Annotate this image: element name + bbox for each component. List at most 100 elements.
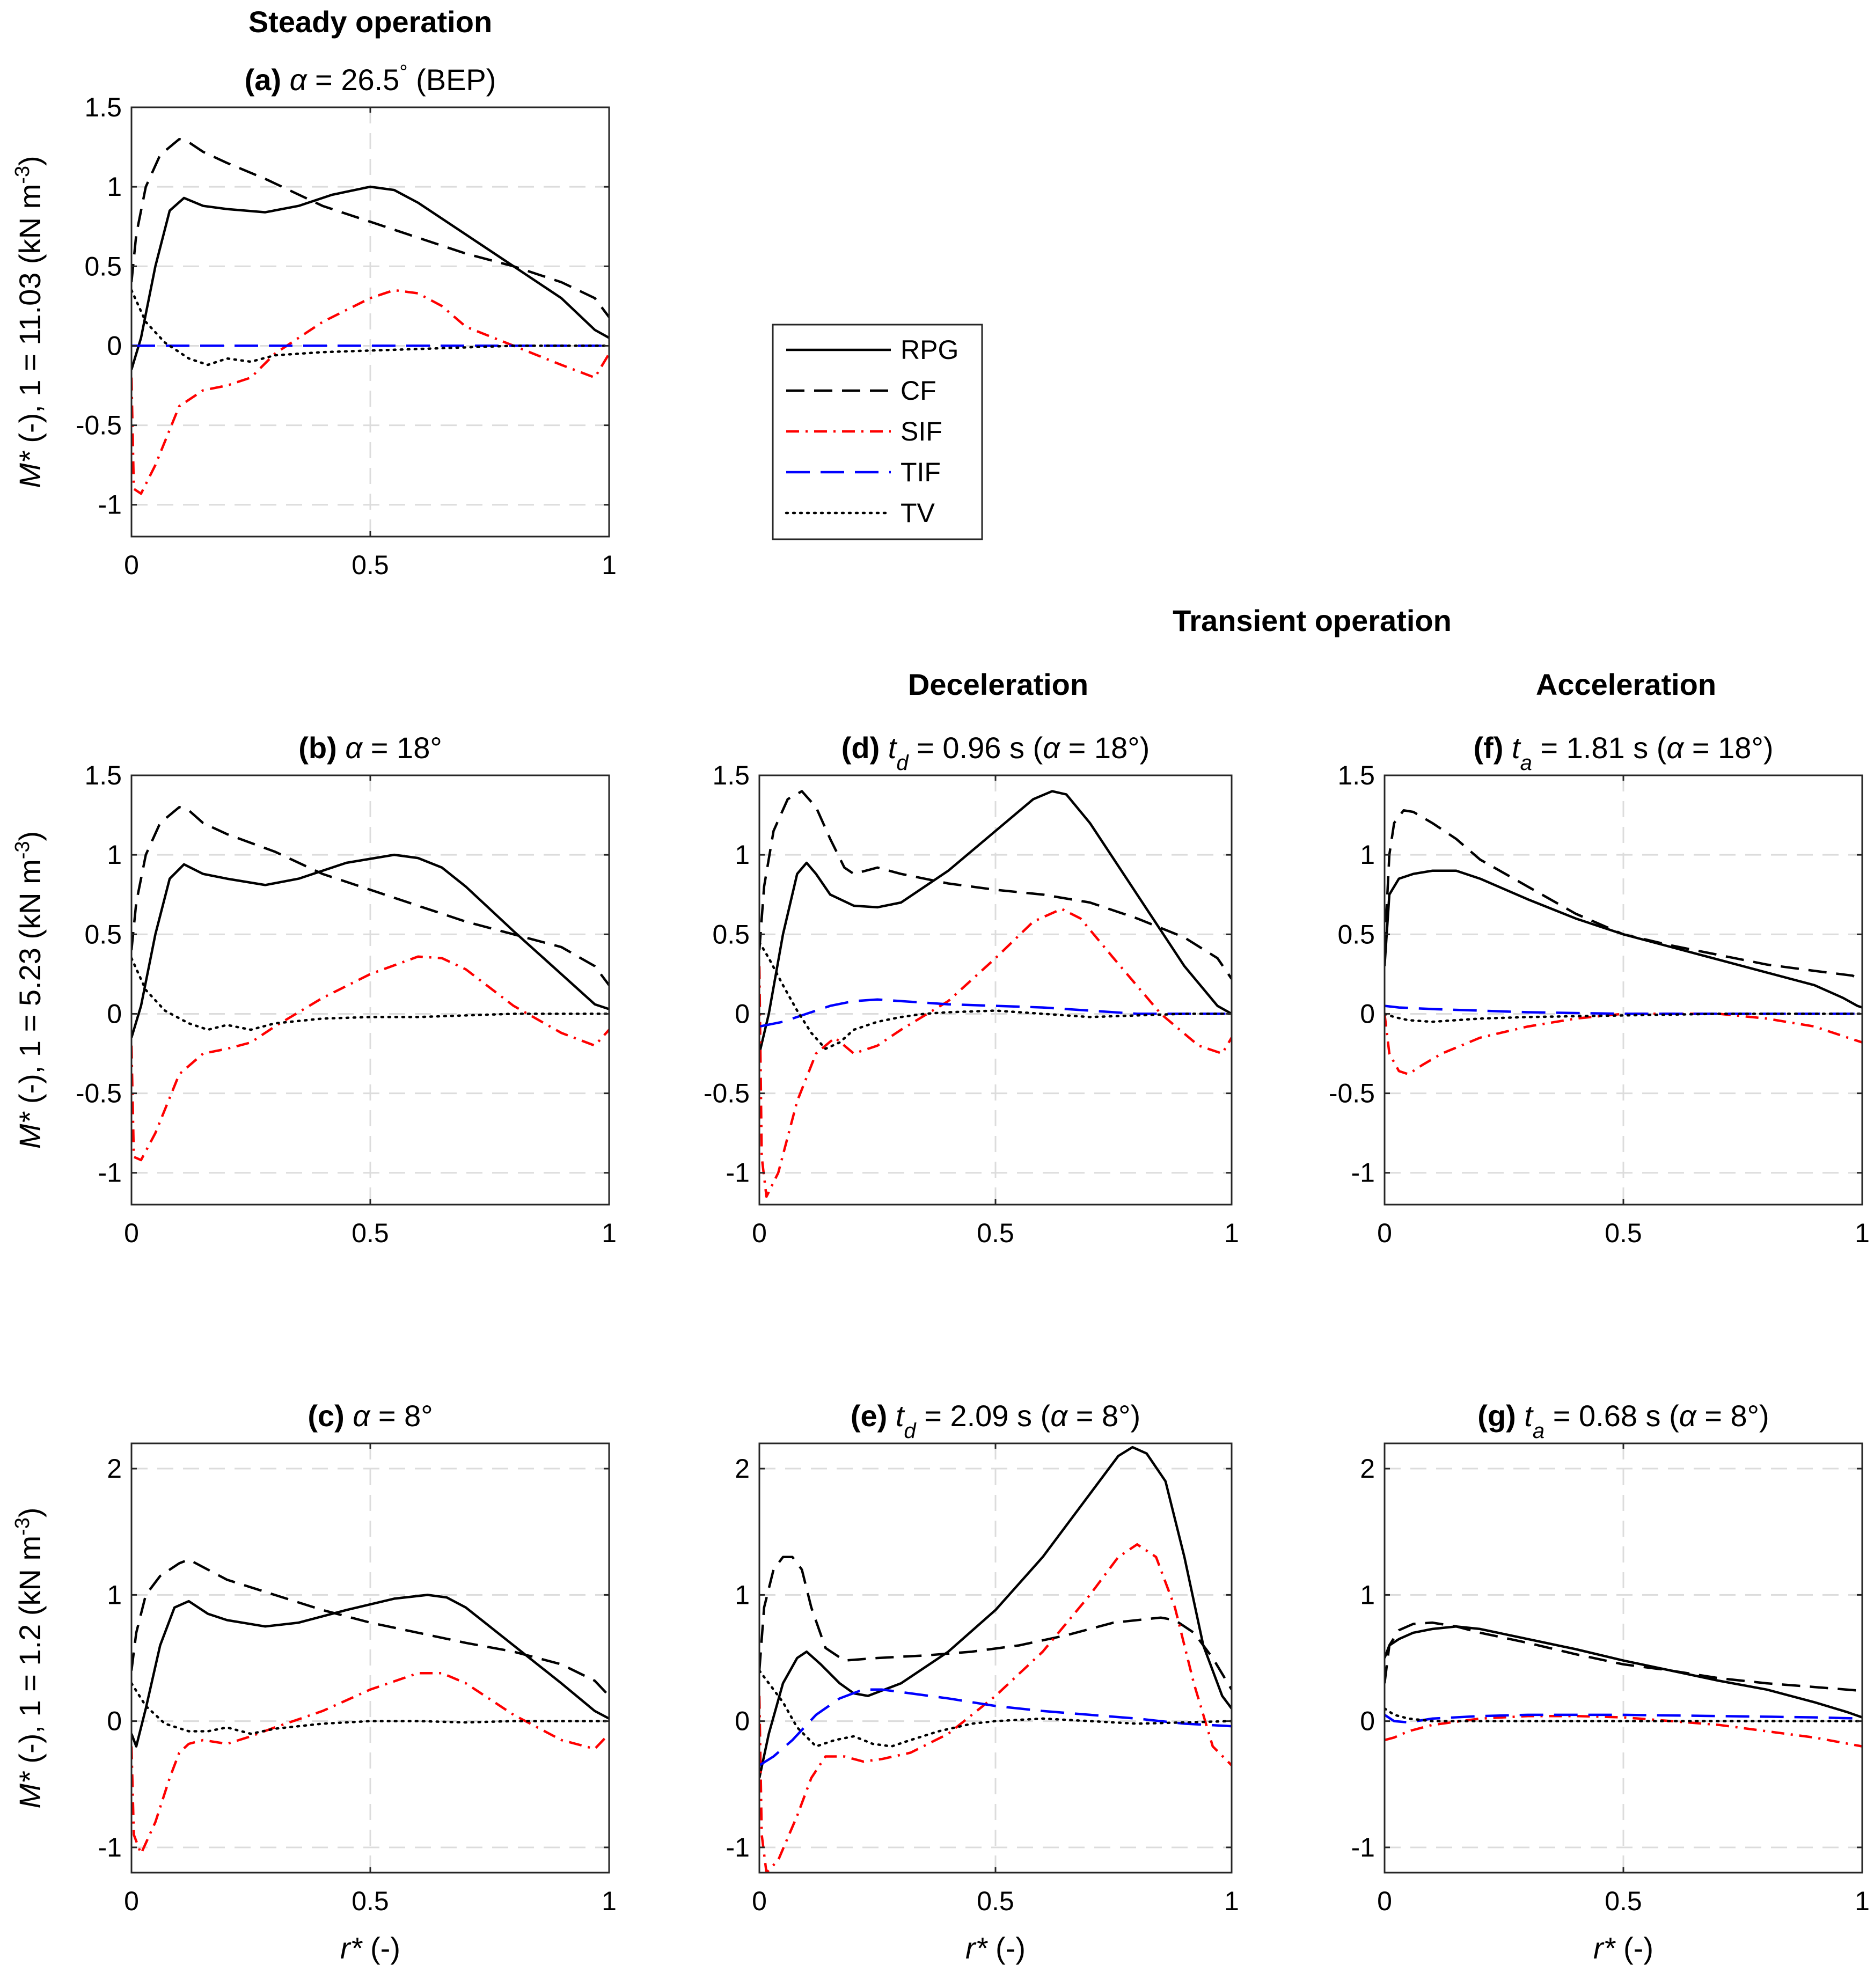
- y-tick-label: 0: [107, 999, 122, 1029]
- x-tick-label: 0: [752, 1218, 767, 1248]
- x-tick-label: 0: [124, 550, 139, 580]
- x-tick-label: 0.5: [1605, 1218, 1642, 1248]
- y-tick-label: 1.5: [84, 92, 122, 122]
- x-axis-label: r* (-): [340, 1931, 400, 1965]
- y-tick-label: 1: [735, 840, 750, 870]
- chart-panels: 0 0.5 1 -1 -0.5 0 0.5 1 1.5 (a) α = 26.5° (BEP) M*…: [11, 61, 1870, 1965]
- y-tick-label: 0: [107, 1706, 122, 1736]
- y-tick-label: 0.5: [84, 919, 122, 949]
- y-axis-label: M* (-), 1 = 5.23 (kN m-3): [11, 831, 47, 1149]
- x-tick-label: 0.5: [977, 1886, 1014, 1916]
- y-tick-label: -1: [98, 1158, 122, 1188]
- y-tick-label: 1: [107, 840, 122, 870]
- x-tick-label: 0: [124, 1218, 139, 1248]
- x-tick-label: 0: [752, 1886, 767, 1916]
- y-tick-label: 1.5: [1337, 760, 1375, 790]
- x-tick-label: 0.5: [1605, 1886, 1642, 1916]
- y-tick-label: -0.5: [1329, 1079, 1375, 1109]
- x-tick-label: 0: [124, 1886, 139, 1916]
- panel-title: (g) ta = 0.68 s (α = 8°): [1477, 1399, 1769, 1443]
- panel-title: (a) α = 26.5° (BEP): [245, 61, 496, 97]
- series-cf: [131, 1558, 609, 1697]
- panel-title: (f) ta = 1.81 s (α = 18°): [1474, 731, 1774, 775]
- y-tick-label: 0: [735, 1706, 750, 1736]
- x-tick-label: 1: [602, 1886, 617, 1916]
- series-cf: [759, 790, 1232, 980]
- series-rpg: [131, 185, 609, 370]
- y-tick-label: 2: [107, 1454, 122, 1484]
- series-rpg: [1385, 1625, 1862, 1719]
- x-tick-label: 1: [1224, 1218, 1239, 1248]
- y-tick-label: 1: [1360, 840, 1375, 870]
- y-tick-label: 1: [735, 1580, 750, 1610]
- series-rpg: [131, 853, 609, 1038]
- legend-label-sif: SIF: [901, 416, 942, 446]
- legend: RPG CF SIF TIF TV: [772, 324, 983, 540]
- x-axis-label: r* (-): [1593, 1931, 1653, 1965]
- panel-d: 0 0.5 1 -1 -0.5 0 0.5 1 1.5 (d) td = 0.96 s (α = …: [704, 731, 1239, 1248]
- series-sif: [131, 955, 609, 1162]
- y-tick-label: 1.5: [712, 760, 750, 790]
- series-tv: [1385, 1013, 1862, 1023]
- legend-label-cf: CF: [901, 376, 936, 406]
- y-tick-label: 0: [1360, 999, 1375, 1029]
- y-tick-label: 0: [1360, 1706, 1375, 1736]
- series-sif: [1385, 1013, 1862, 1076]
- series-cf: [131, 806, 609, 986]
- x-tick-label: 0.5: [977, 1218, 1014, 1248]
- x-tick-label: 1: [602, 550, 617, 580]
- series-cf: [759, 1556, 1232, 1690]
- panel-title: (d) td = 0.96 s (α = 18°): [841, 731, 1150, 775]
- series-cf: [131, 138, 609, 318]
- x-axis-label: r* (-): [965, 1931, 1026, 1965]
- y-tick-label: -1: [98, 490, 122, 520]
- series-tv: [759, 1669, 1232, 1748]
- y-tick-label: 0.5: [84, 251, 122, 281]
- y-tick-label: 0.5: [712, 919, 750, 949]
- series-tv: [131, 289, 609, 366]
- y-tick-label: 0: [735, 999, 750, 1029]
- x-tick-label: 0.5: [352, 1886, 389, 1916]
- y-axis-label: M* (-), 1 = 11.03 (kN m-3): [11, 156, 47, 488]
- y-tick-label: -0.5: [76, 1079, 122, 1109]
- heading-transient-operation: Transient operation: [1173, 604, 1452, 637]
- series-cf: [1385, 1621, 1862, 1692]
- x-tick-label: 0: [1377, 1218, 1392, 1248]
- series-tv: [759, 941, 1232, 1050]
- x-tick-label: 0: [1377, 1886, 1392, 1916]
- y-tick-label: -1: [1351, 1832, 1375, 1862]
- y-tick-label: 2: [1360, 1454, 1375, 1484]
- y-tick-label: -0.5: [76, 410, 122, 441]
- legend-label-rpg: RPG: [901, 335, 958, 365]
- y-tick-label: -1: [1351, 1158, 1375, 1188]
- series-rpg: [759, 1446, 1232, 1778]
- series-tv: [131, 957, 609, 1031]
- heading-steady-operation: Steady operation: [248, 5, 492, 39]
- x-tick-label: 1: [1855, 1886, 1870, 1916]
- series-cf: [1385, 809, 1862, 984]
- series-sif: [759, 907, 1232, 1198]
- y-tick-label: 0.5: [1337, 919, 1375, 949]
- series-tif: [759, 998, 1232, 1028]
- y-tick-label: 1: [1360, 1580, 1375, 1610]
- panel-b: 0 0.5 1 -1 -0.5 0 0.5 1 1.5 (b) α = 18° M* (-), 1 …: [11, 731, 617, 1248]
- series-sif: [759, 1543, 1232, 1873]
- series-rpg: [1385, 869, 1862, 1009]
- series-rpg: [131, 1594, 609, 1748]
- legend-label-tif: TIF: [901, 457, 941, 487]
- panel-a: 0 0.5 1 -1 -0.5 0 0.5 1 1.5 (a) α = 26.5° (BEP) M*…: [11, 61, 617, 580]
- y-tick-label: -1: [726, 1832, 750, 1862]
- series-rpg: [759, 790, 1232, 1054]
- x-tick-label: 0.5: [352, 1218, 389, 1248]
- series-tv: [1385, 1707, 1862, 1722]
- y-tick-label: -0.5: [704, 1079, 750, 1109]
- series-tif: [759, 1688, 1232, 1766]
- series-tif: [1385, 1713, 1862, 1724]
- heading-acceleration: Acceleration: [1536, 667, 1716, 701]
- panel-title: (e) td = 2.09 s (α = 8°): [851, 1399, 1140, 1443]
- y-tick-label: 1: [107, 172, 122, 202]
- y-axis-label: M* (-), 1 = 1.2 (kN m-3): [11, 1507, 47, 1808]
